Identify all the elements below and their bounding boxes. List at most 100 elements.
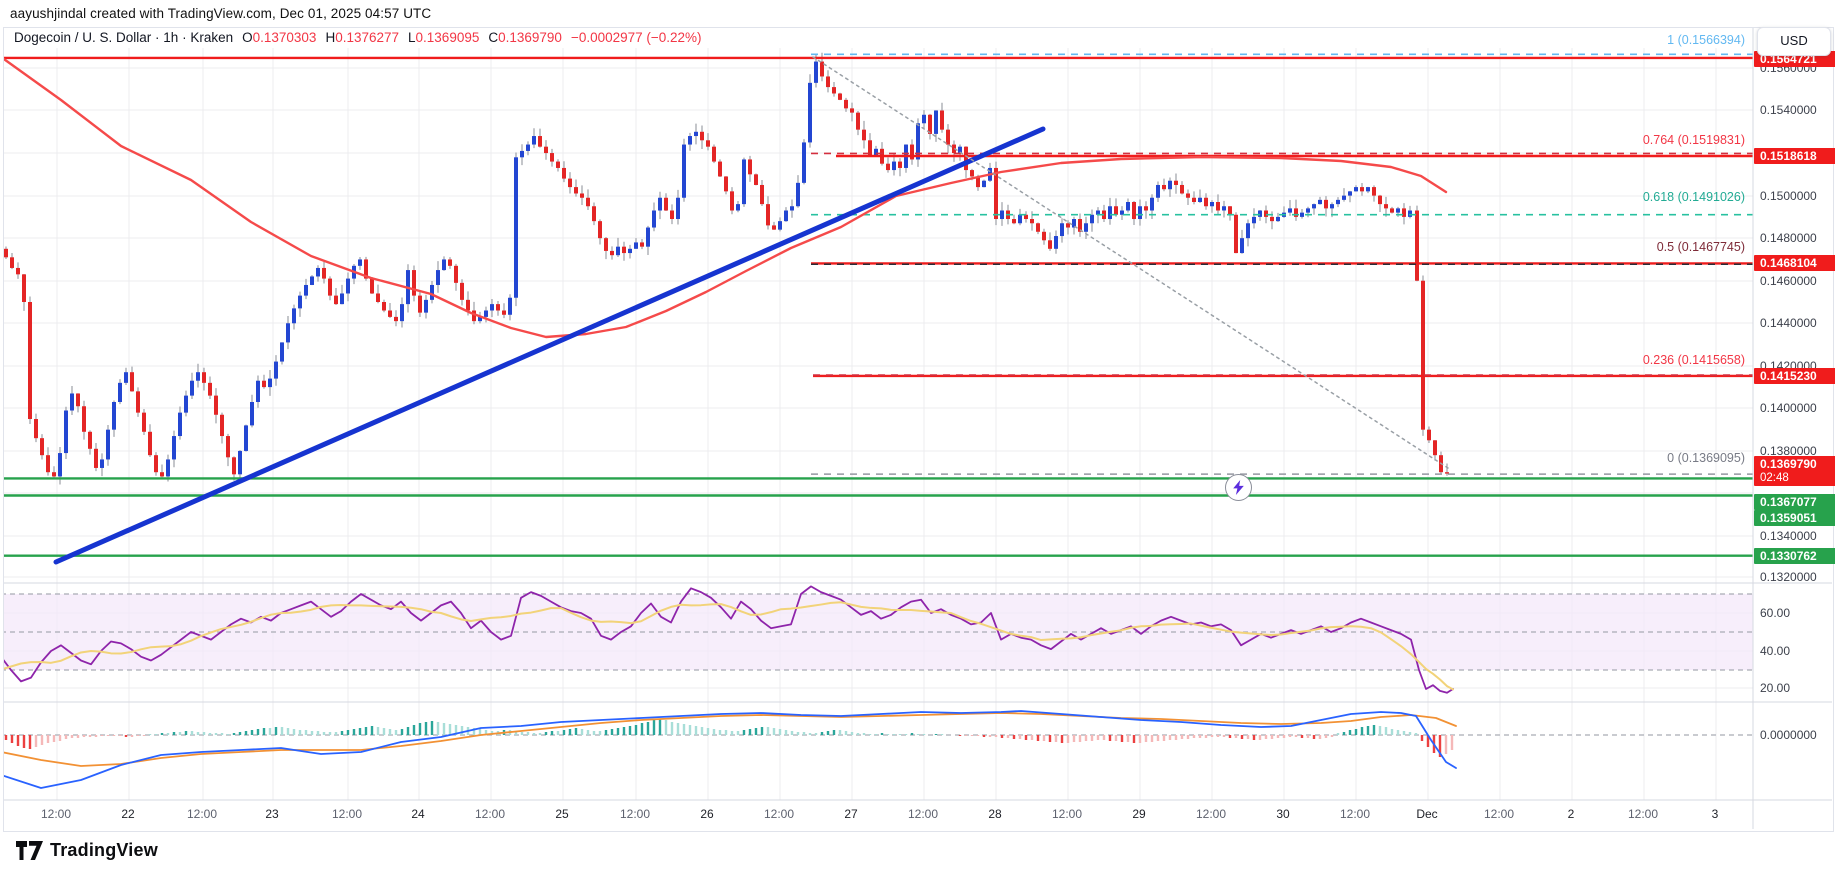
macd-histogram-bar [1066,735,1070,743]
candle [598,221,602,239]
macd-histogram-bar [1270,735,1274,739]
price-tick-label: 0.1460000 [1760,274,1817,288]
candle [1276,216,1280,222]
candle [994,167,998,220]
symbol-title[interactable]: Dogecoin / U. S. Dollar · 1h · Kraken [14,30,234,45]
candle [754,174,758,185]
macd-histogram-bar [856,733,860,735]
candle [1228,206,1232,215]
macd-histogram-bar [1384,727,1388,735]
candle [1168,180,1172,190]
candle [1066,223,1070,228]
macd-histogram-bar [22,735,26,748]
candle [214,395,218,415]
lightning-icon[interactable] [1225,474,1252,501]
macd-histogram-bar [274,727,278,735]
candle [736,204,740,211]
macd-histogram-bar [28,735,32,749]
candle [220,414,224,437]
time-tick-label: 24 [411,807,425,821]
candle [718,161,722,177]
currency-button[interactable]: USD [1757,27,1831,56]
time-tick-label: 12:00 [907,807,939,821]
macd-histogram-bar [874,734,878,735]
countdown-timer: 02:48 [1760,472,1789,484]
macd-histogram-bar [784,730,788,735]
fib-level-label: 1 (0.1566394) [1667,33,1745,47]
candle [280,342,284,362]
candle [1174,180,1178,185]
macd-histogram-bar [1414,733,1418,735]
candle [1354,187,1358,192]
macd-histogram-bar [598,731,602,735]
macd-histogram-bar [556,731,560,735]
macd-histogram-bar [1168,735,1172,740]
macd-histogram-bar [712,729,716,735]
candle [418,295,422,313]
macd-histogram-bar [1420,735,1424,741]
candle [556,161,560,168]
candle [574,187,578,194]
macd-histogram-bar [1390,729,1394,735]
fib-connector-dotted [812,56,1449,469]
price-level-label: 0.1468104 [1754,255,1835,271]
macd-histogram-bar [328,732,332,735]
macd-histogram-bar [358,728,362,735]
tradingview-logo[interactable]: TradingView [16,840,158,861]
candle [46,455,50,473]
price-level-label: 0.1518618 [1754,148,1835,164]
candle [676,197,680,220]
macd-histogram-bar [1138,735,1142,743]
candle [922,114,926,124]
time-tick-label: 12:00 [763,807,795,821]
ohlc-value-h: H0.1376277 [325,30,400,45]
candle [382,301,386,311]
macd-histogram-bar [1180,735,1184,739]
macd-histogram-bar [1078,735,1082,742]
macd-signal-line [4,712,1457,767]
macd-histogram-bar [250,730,254,735]
candle [538,136,542,147]
macd-histogram-bar [1402,731,1406,735]
candle [1096,210,1100,215]
macd-histogram-bar [964,735,968,736]
macd-histogram-bar [616,728,620,735]
candle [1342,195,1346,200]
candle [862,129,866,141]
price-tick-label: 20.00 [1760,681,1791,695]
time-tick-label: Dec [1416,807,1438,821]
macd-histogram-bar [982,735,986,737]
candle [508,297,512,315]
macd-histogram-bar [970,735,974,736]
candle [964,146,968,171]
candle [1186,193,1190,198]
candle [778,221,782,230]
macd-histogram-bar [298,730,302,735]
candle [1210,201,1214,207]
candle [1162,184,1166,190]
macd-histogram-bar [400,729,404,735]
macd-histogram-bar [1288,735,1292,737]
macd-histogram-bar [106,735,110,736]
candle [934,110,938,134]
candle [874,148,878,156]
time-tick-label: 30 [1276,807,1290,821]
candle [724,176,728,192]
candle [1330,204,1334,209]
candle [274,361,278,379]
macd-histogram-bar [1006,735,1010,738]
candle [292,308,296,324]
candle [694,131,698,137]
price-tick-label: 0.1320000 [1760,570,1817,584]
macd-histogram-bar [346,730,350,735]
candle [142,412,146,432]
macd-histogram-bar [1342,732,1346,735]
chart-canvas[interactable] [4,28,1835,829]
candle [1198,197,1202,202]
candle [1408,210,1412,217]
candle [670,210,674,220]
logo-text: TradingView [50,840,158,860]
macd-histogram-bar [748,729,752,735]
candle [1156,184,1160,198]
candle [286,323,290,343]
